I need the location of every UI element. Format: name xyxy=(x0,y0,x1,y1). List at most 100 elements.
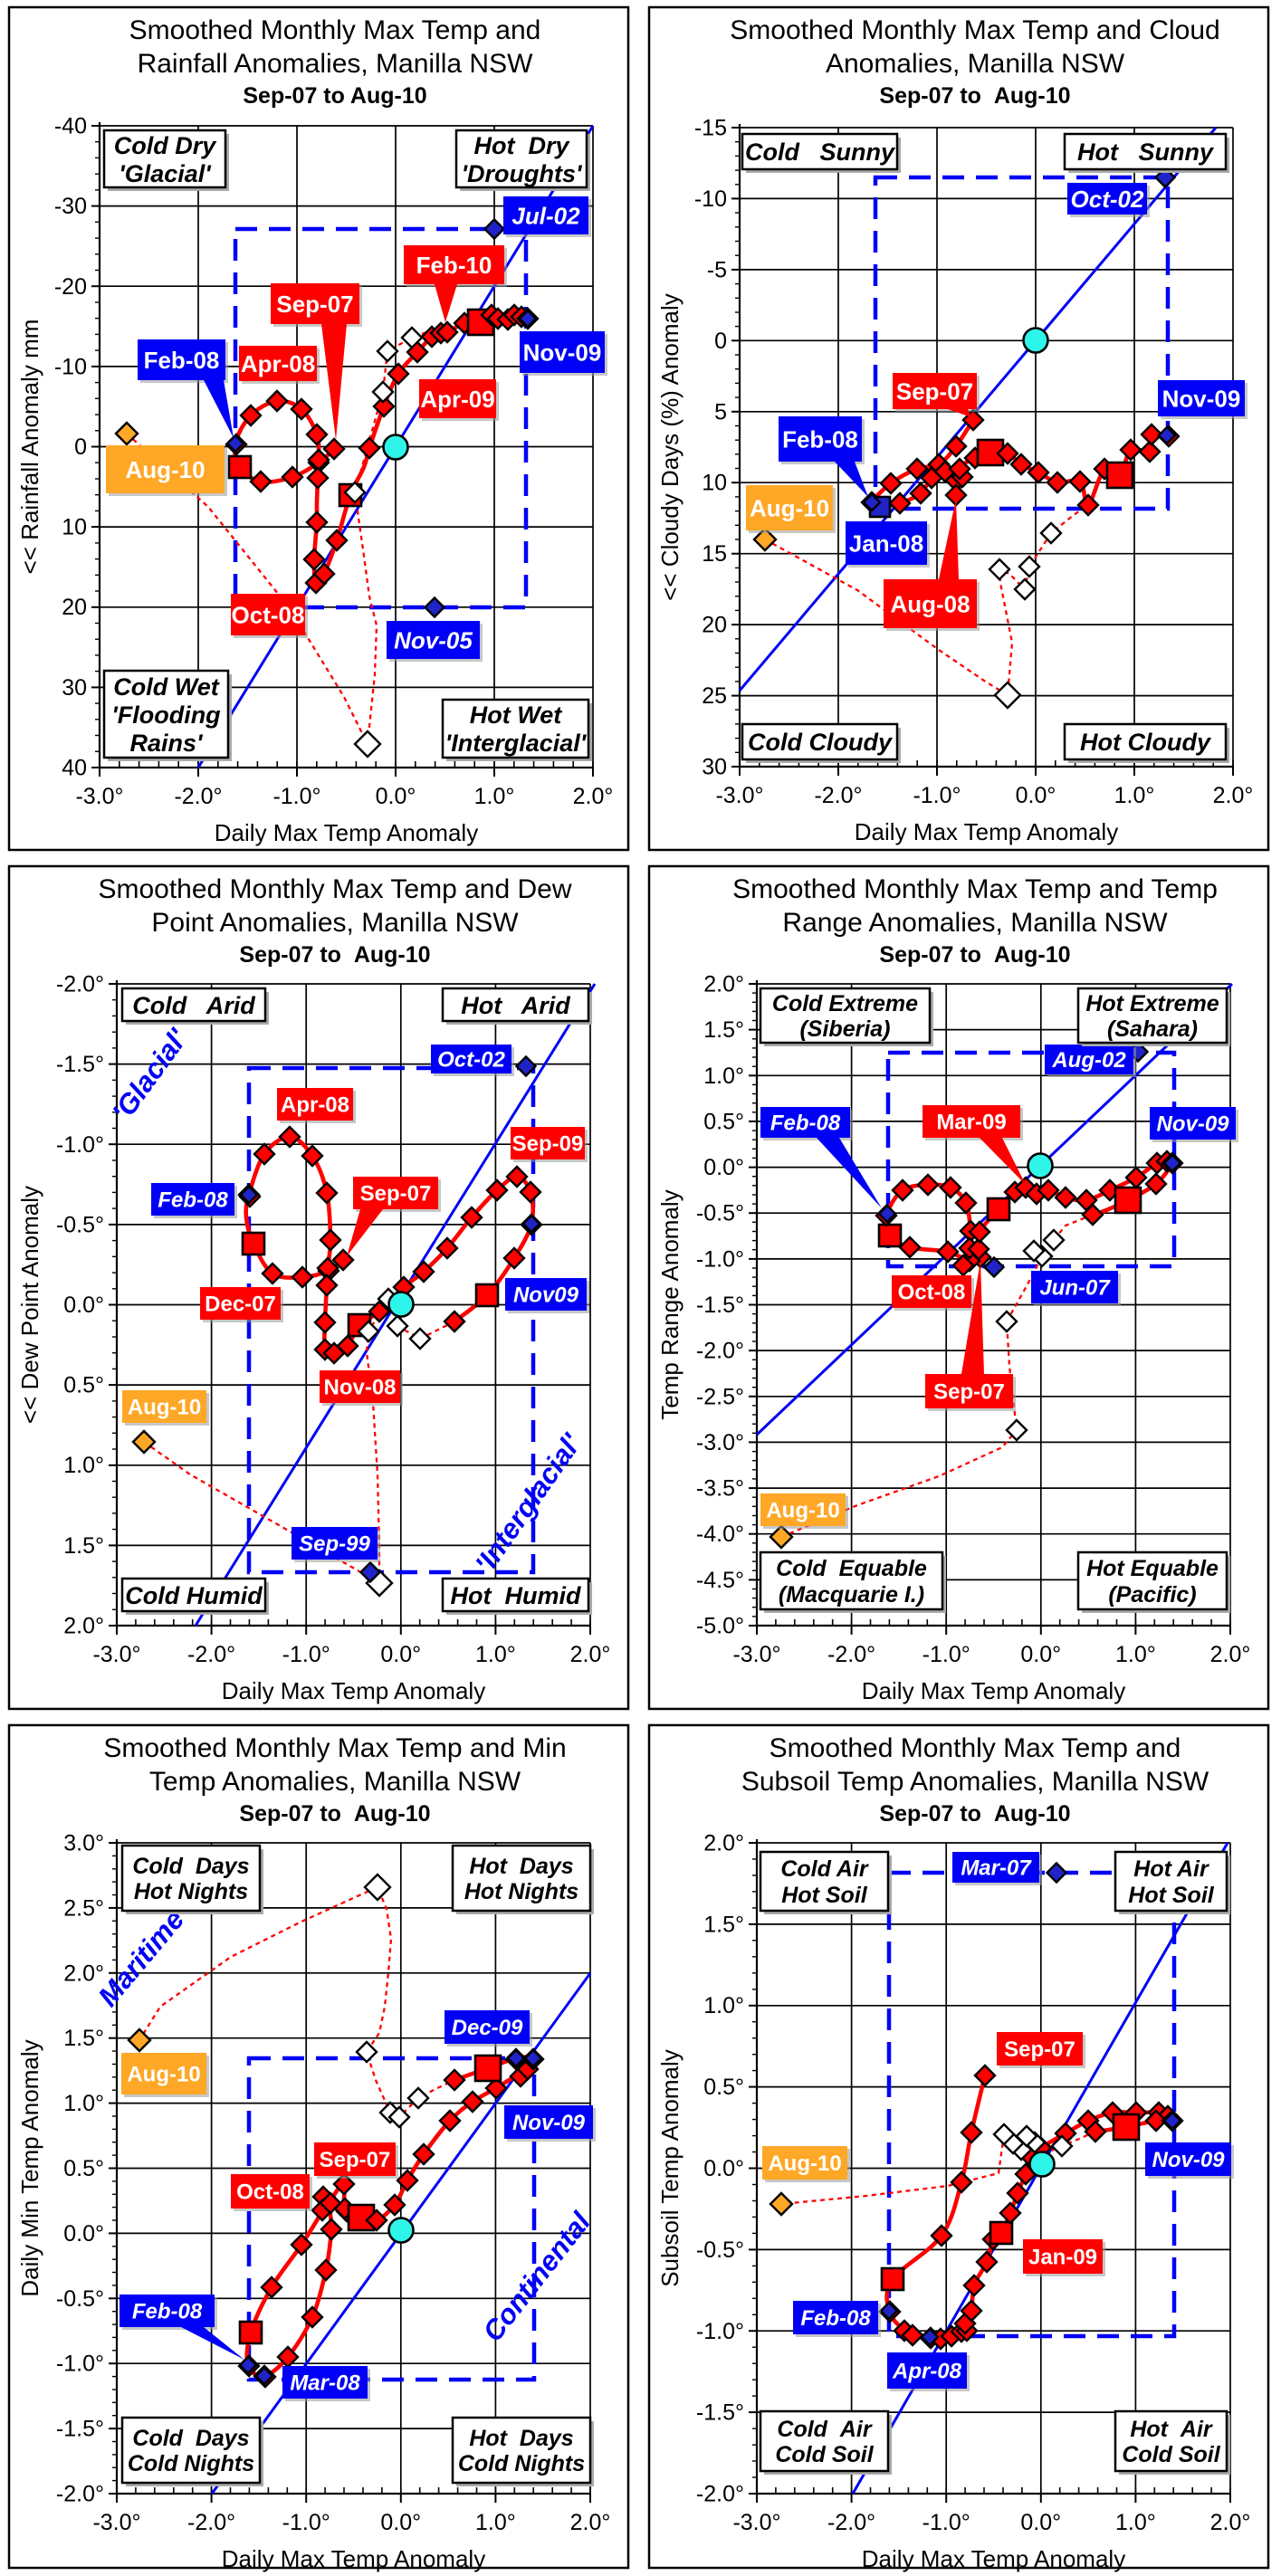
svg-text:-30: -30 xyxy=(54,194,87,219)
svg-text:Hot Humid: Hot Humid xyxy=(451,1582,581,1609)
svg-text:Nov-09: Nov-09 xyxy=(1162,385,1241,412)
svg-text:2.0°: 2.0° xyxy=(1213,783,1254,808)
svg-text:0: 0 xyxy=(714,329,727,354)
svg-text:Daily Max Temp Anomaly: Daily Max Temp Anomaly xyxy=(855,818,1118,845)
svg-text:Cold Humid: Cold Humid xyxy=(125,1582,263,1609)
svg-text:Apr-09: Apr-09 xyxy=(420,386,494,413)
svg-text:Feb-08: Feb-08 xyxy=(158,1188,228,1213)
svg-text:Daily Max Temp Anomaly: Daily Max Temp Anomaly xyxy=(215,819,478,846)
svg-text:1.0°: 1.0° xyxy=(474,784,515,809)
svg-text:Hot Nights: Hot Nights xyxy=(464,1879,578,1904)
svg-text:25: 25 xyxy=(702,683,727,709)
svg-text:Feb-08: Feb-08 xyxy=(782,425,858,453)
svg-text:Hot Days: Hot Days xyxy=(469,1854,573,1879)
svg-text:-0.5°: -0.5° xyxy=(56,2286,104,2312)
svg-text:-0.5°: -0.5° xyxy=(56,1212,104,1237)
svg-text:2.0°: 2.0° xyxy=(1210,2510,1251,2535)
svg-text:-1.0°: -1.0° xyxy=(56,2352,104,2377)
svg-text:Cold Equable: Cold Equable xyxy=(776,1556,927,1581)
svg-text:0.0°: 0.0° xyxy=(63,2221,104,2247)
svg-text:-4.5°: -4.5° xyxy=(696,1568,744,1593)
svg-text:-0.5°: -0.5° xyxy=(696,2237,744,2263)
svg-text:-2.0°: -2.0° xyxy=(814,783,862,808)
svg-text:Cold Arid: Cold Arid xyxy=(132,992,255,1019)
svg-text:<< Rainfall Anomaly mm: << Rainfall Anomaly mm xyxy=(16,320,43,575)
svg-text:Sep-09: Sep-09 xyxy=(512,1132,584,1157)
svg-text:-1.0°: -1.0° xyxy=(923,2510,970,2535)
svg-text:Hot Air: Hot Air xyxy=(1130,2417,1213,2442)
svg-text:Cold Days: Cold Days xyxy=(132,2426,249,2451)
svg-text:-5: -5 xyxy=(707,257,727,282)
svg-text:Sep-07: Sep-07 xyxy=(320,2148,391,2172)
svg-text:-3.0°: -3.0° xyxy=(75,784,123,809)
svg-text:0.0°: 0.0° xyxy=(376,784,416,809)
svg-text:2.5°: 2.5° xyxy=(63,1895,104,1921)
svg-text:-2.0°: -2.0° xyxy=(187,2510,235,2535)
svg-text:0.5°: 0.5° xyxy=(703,1109,744,1134)
svg-text:Sep-07: Sep-07 xyxy=(360,1182,432,1207)
svg-text:Cold Air: Cold Air xyxy=(777,2417,872,2442)
svg-text:Aug-02: Aug-02 xyxy=(1051,1048,1126,1073)
svg-text:Cold Air: Cold Air xyxy=(780,1856,869,1882)
svg-text:Sep-99: Sep-99 xyxy=(299,1532,370,1557)
svg-text:Daily Min Temp Anomaly: Daily Min Temp Anomaly xyxy=(16,2039,43,2296)
svg-text:1.0°: 1.0° xyxy=(1115,2510,1156,2535)
svg-text:30: 30 xyxy=(62,675,87,701)
svg-text:-1.5°: -1.5° xyxy=(696,1293,744,1318)
svg-text:Hot Soil: Hot Soil xyxy=(1128,1883,1214,1908)
svg-text:0.5°: 0.5° xyxy=(63,2156,104,2181)
svg-text:Sep-07: Sep-07 xyxy=(276,291,353,318)
svg-text:Aug-10: Aug-10 xyxy=(128,1396,201,1420)
svg-text:Feb-08: Feb-08 xyxy=(770,1111,841,1136)
svg-text:0.0°: 0.0° xyxy=(703,1155,744,1180)
svg-text:Sep-07: Sep-07 xyxy=(896,377,973,405)
svg-text:-1.0°: -1.0° xyxy=(282,2510,330,2535)
svg-text:Nov-05: Nov-05 xyxy=(394,626,473,654)
svg-text:-1.0°: -1.0° xyxy=(913,783,961,808)
svg-text:Sep-07 to Aug-10: Sep-07 to Aug-10 xyxy=(239,1801,430,1827)
svg-text:Apr-08: Apr-08 xyxy=(281,1093,349,1118)
svg-text:-3.0°: -3.0° xyxy=(92,1642,140,1667)
svg-text:2.0°: 2.0° xyxy=(1210,1642,1251,1667)
svg-text:-1.5°: -1.5° xyxy=(696,2400,744,2426)
svg-text:-5.0°: -5.0° xyxy=(696,1614,744,1639)
svg-text:1.0°: 1.0° xyxy=(475,1642,516,1667)
svg-text:1.0°: 1.0° xyxy=(475,2510,516,2535)
svg-text:'Interglacial': 'Interglacial' xyxy=(445,730,588,757)
svg-text:-2.0°: -2.0° xyxy=(56,2482,104,2507)
svg-text:Aug-10: Aug-10 xyxy=(750,494,829,521)
svg-text:Feb-08: Feb-08 xyxy=(144,347,220,374)
svg-text:-1.0°: -1.0° xyxy=(56,1132,104,1158)
svg-text:Nov09: Nov09 xyxy=(513,1283,579,1308)
svg-text:-4.0°: -4.0° xyxy=(696,1522,744,1547)
svg-text:Oct-08: Oct-08 xyxy=(898,1281,966,1305)
svg-text:Hot Wet: Hot Wet xyxy=(470,701,562,729)
svg-text:-1.0°: -1.0° xyxy=(696,2319,744,2344)
svg-text:Daily Max Temp Anomaly: Daily Max Temp Anomaly xyxy=(862,1677,1125,1704)
svg-text:5: 5 xyxy=(714,399,727,425)
svg-text:Cold Days: Cold Days xyxy=(132,1854,249,1879)
svg-text:2.0°: 2.0° xyxy=(570,1642,611,1667)
svg-text:0.5°: 0.5° xyxy=(63,1373,104,1398)
svg-text:-1.5°: -1.5° xyxy=(56,1052,104,1077)
svg-text:Mar-08: Mar-08 xyxy=(290,2371,360,2396)
svg-text:1.0°: 1.0° xyxy=(63,1453,104,1478)
svg-text:Daily Max Temp Anomaly: Daily Max Temp Anomaly xyxy=(862,2545,1125,2572)
svg-text:Hot Dry: Hot Dry xyxy=(473,132,570,159)
svg-text:-2.0°: -2.0° xyxy=(696,2482,744,2507)
svg-text:-3.0°: -3.0° xyxy=(696,1430,744,1455)
svg-text:Jan-08: Jan-08 xyxy=(849,530,923,557)
svg-text:1.0°: 1.0° xyxy=(1114,783,1155,808)
svg-text:0.0°: 0.0° xyxy=(380,1642,421,1667)
svg-text:Hot Extreme: Hot Extreme xyxy=(1085,991,1219,1016)
svg-text:-10: -10 xyxy=(54,354,87,379)
svg-text:Cold Sunny: Cold Sunny xyxy=(745,138,896,166)
svg-text:Jul-02: Jul-02 xyxy=(511,202,580,229)
svg-text:15: 15 xyxy=(702,541,727,567)
svg-text:Sep-07 to Aug-10: Sep-07 to Aug-10 xyxy=(239,942,430,968)
svg-text:0: 0 xyxy=(74,434,87,460)
svg-text:Rains': Rains' xyxy=(130,730,205,757)
svg-text:Jan-09: Jan-09 xyxy=(1028,2246,1097,2270)
svg-text:Sep-07 to Aug-10: Sep-07 to Aug-10 xyxy=(879,1801,1070,1827)
svg-text:Hot Arid: Hot Arid xyxy=(461,992,570,1019)
